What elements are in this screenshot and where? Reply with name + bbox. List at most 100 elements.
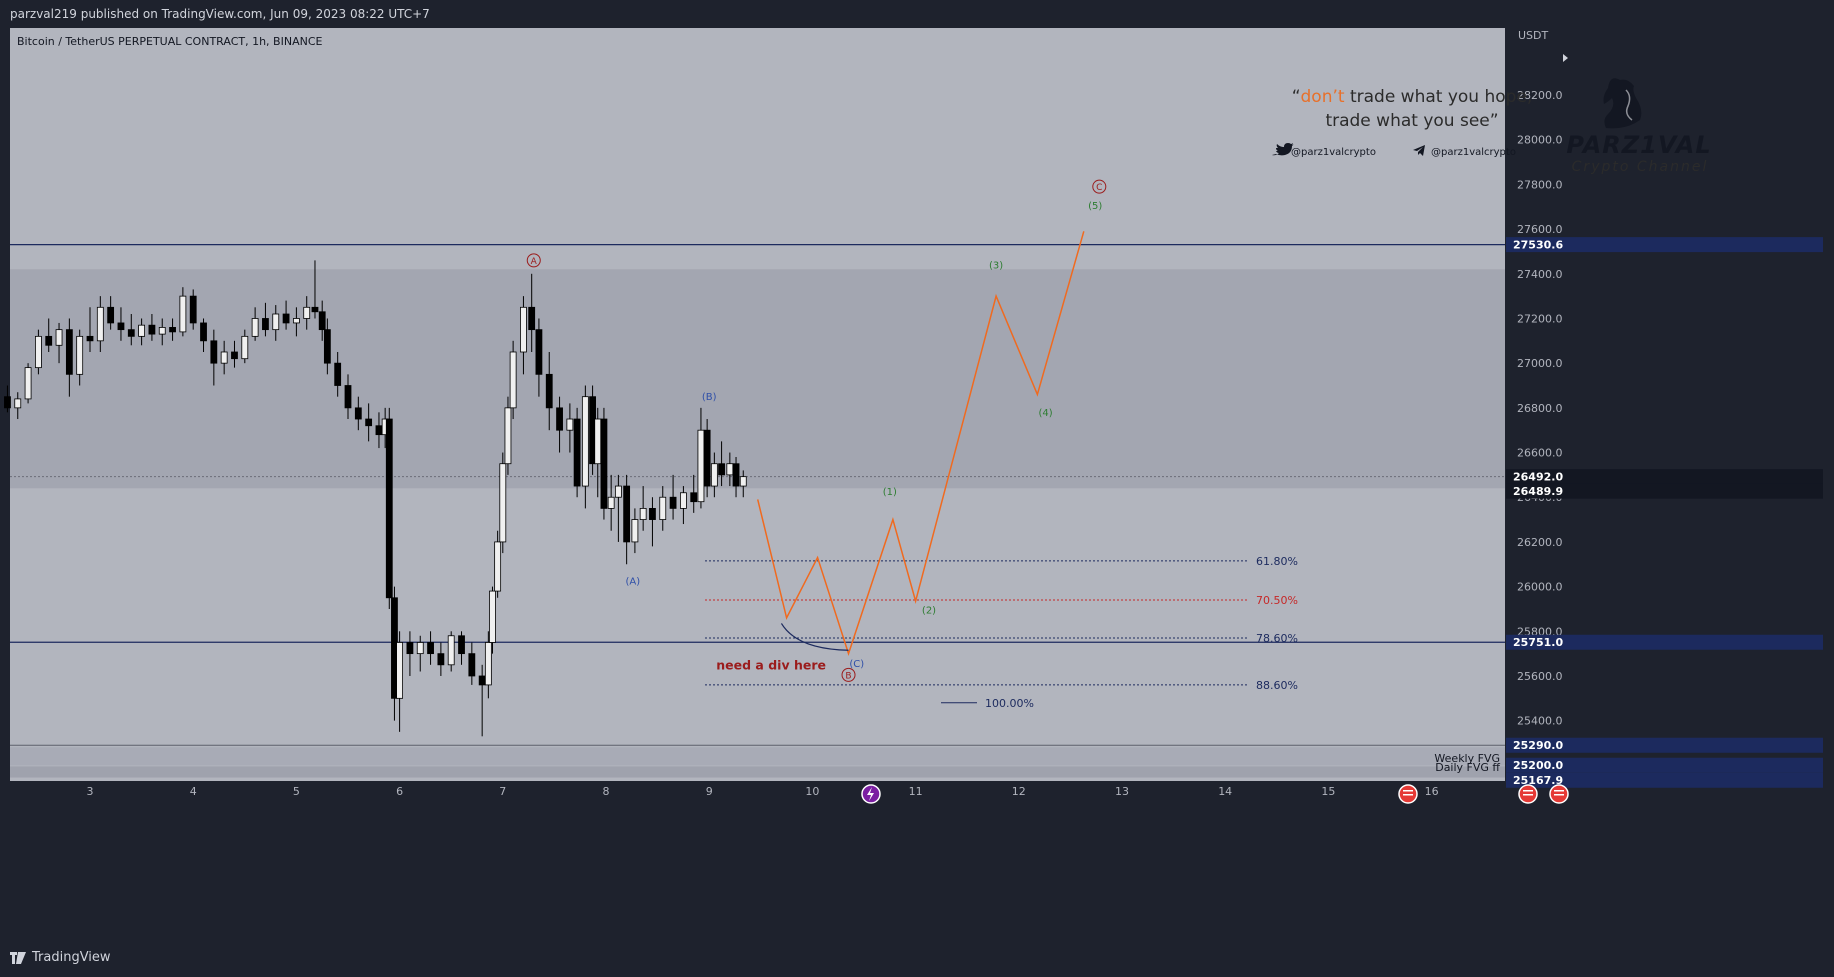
candle-body (631, 519, 639, 543)
fib-level-label: 78.60% (1256, 632, 1298, 645)
fib-level-label: 61.80% (1256, 555, 1298, 568)
y-tick-label: 26600.0 (1517, 447, 1563, 460)
quote-fragment: don’t (1301, 87, 1345, 107)
x-tick-label: 5 (293, 785, 300, 798)
quote-fragment: “ (1292, 87, 1301, 107)
supply-zone (10, 269, 1505, 489)
price-chart[interactable]: Weekly FVG Daily FVG ff 61.80% 70.50% 78.60%… (0, 28, 1834, 941)
candle-body (86, 335, 94, 342)
price-tag-label: 25751.0 (1513, 636, 1563, 649)
quote-fragment: trade what you hope, (1345, 87, 1533, 107)
x-tick-label: 16 (1425, 785, 1439, 798)
y-tick-label: 27000.0 (1517, 357, 1563, 370)
candle-body (365, 418, 373, 427)
wave-label: (C) (849, 659, 864, 670)
scroll-right-icon[interactable] (1563, 54, 1568, 62)
published-text: parzval219 published on TradingView.com,… (10, 7, 430, 21)
candle-body (594, 418, 602, 465)
candle-body (499, 463, 507, 543)
candle-body (158, 327, 166, 335)
candle-body (303, 306, 311, 319)
flag-stripe-icon (1403, 794, 1413, 796)
candle-body (607, 496, 615, 509)
candle-body (581, 396, 589, 487)
price-tag-bg (1506, 634, 1823, 650)
chart-title: Bitcoin / TetherUS PERPETUAL CONTRACT, 1… (17, 35, 322, 48)
candle-body (76, 335, 84, 375)
price-tag-bg (1506, 737, 1823, 753)
wave-label-circle (526, 253, 541, 268)
wave-label: A (531, 257, 538, 267)
wave-label: (4) (1039, 408, 1053, 419)
x-tick-label: 14 (1218, 785, 1232, 798)
twitter-icon (1272, 143, 1294, 156)
price-tag-bg (1506, 237, 1823, 253)
telegram-icon (1413, 145, 1425, 156)
candle-body (231, 351, 238, 360)
y-tick-label: 25400.0 (1517, 715, 1563, 728)
y-tick-label: 28000.0 (1517, 134, 1563, 147)
price-tag-bg (1506, 757, 1823, 773)
candle-body (545, 373, 553, 409)
candle-body (220, 351, 228, 364)
candle-body (4, 396, 11, 409)
candle-body (623, 485, 631, 543)
candle-body (35, 335, 42, 369)
flag-stripe-icon (1403, 790, 1413, 792)
wave-label: C (1096, 183, 1102, 193)
candle-body (468, 653, 476, 677)
candle-body (96, 306, 104, 342)
candle-body (639, 508, 647, 520)
wave-label: (B) (702, 392, 717, 403)
y-tick-label: 28200.0 (1517, 89, 1563, 102)
candle-body (292, 318, 300, 324)
fib-level-label: 70.50% (1256, 594, 1298, 607)
projection-path (756, 231, 1085, 657)
candle-body (251, 318, 259, 337)
candle-body (739, 476, 747, 487)
wave-label: (5) (1088, 201, 1102, 212)
quote-line-1: “don’t trade what you hope, (1292, 87, 1533, 107)
wave-label: (1) (883, 487, 897, 498)
time-axis[interactable] (0, 781, 1505, 941)
candle-body (703, 429, 711, 487)
x-tick-label: 10 (805, 785, 819, 798)
y-tick-label: 27200.0 (1517, 312, 1563, 325)
candle-body (262, 318, 269, 331)
candle-body (484, 642, 492, 686)
x-tick-label: 3 (87, 785, 94, 798)
candle-body (528, 306, 536, 331)
candle-body (45, 335, 53, 346)
flag-stripe-icon (1523, 790, 1533, 792)
candle-body (200, 322, 207, 342)
price-tag-label: 25167.9 (1513, 774, 1563, 787)
candle-body (127, 329, 135, 337)
candle-body (210, 340, 218, 364)
wave-label-circle (1092, 179, 1107, 194)
candle-body (179, 295, 187, 333)
tradingview-logo[interactable]: TradingView (10, 950, 111, 965)
candle-body (447, 635, 455, 666)
candle-body (344, 385, 352, 409)
x-tick-label: 8 (603, 785, 610, 798)
x-tick-label: 15 (1321, 785, 1335, 798)
published-header: parzval219 published on TradingView.com,… (0, 0, 1834, 28)
flag-stripe-icon (1554, 790, 1564, 792)
weekly-fvg-zone (10, 747, 1505, 766)
y-tick-label: 26000.0 (1517, 581, 1563, 594)
flag-stripe-icon (1523, 794, 1533, 796)
candle-body (189, 295, 197, 324)
candle-body (65, 329, 73, 375)
quote-line-2: trade what you see” (1325, 111, 1498, 131)
candle-body (416, 642, 424, 655)
x-tick-label: 6 (396, 785, 403, 798)
wave-label-circle (841, 667, 856, 682)
telegram-handle: @parz1valcrypto (1431, 147, 1516, 158)
candle-body (107, 306, 115, 324)
candle-body (732, 463, 740, 487)
x-tick-label: 12 (1012, 785, 1026, 798)
brand-subtitle: Crypto Channel (1572, 159, 1709, 175)
candle-body (282, 313, 290, 324)
candle-body (24, 367, 32, 400)
